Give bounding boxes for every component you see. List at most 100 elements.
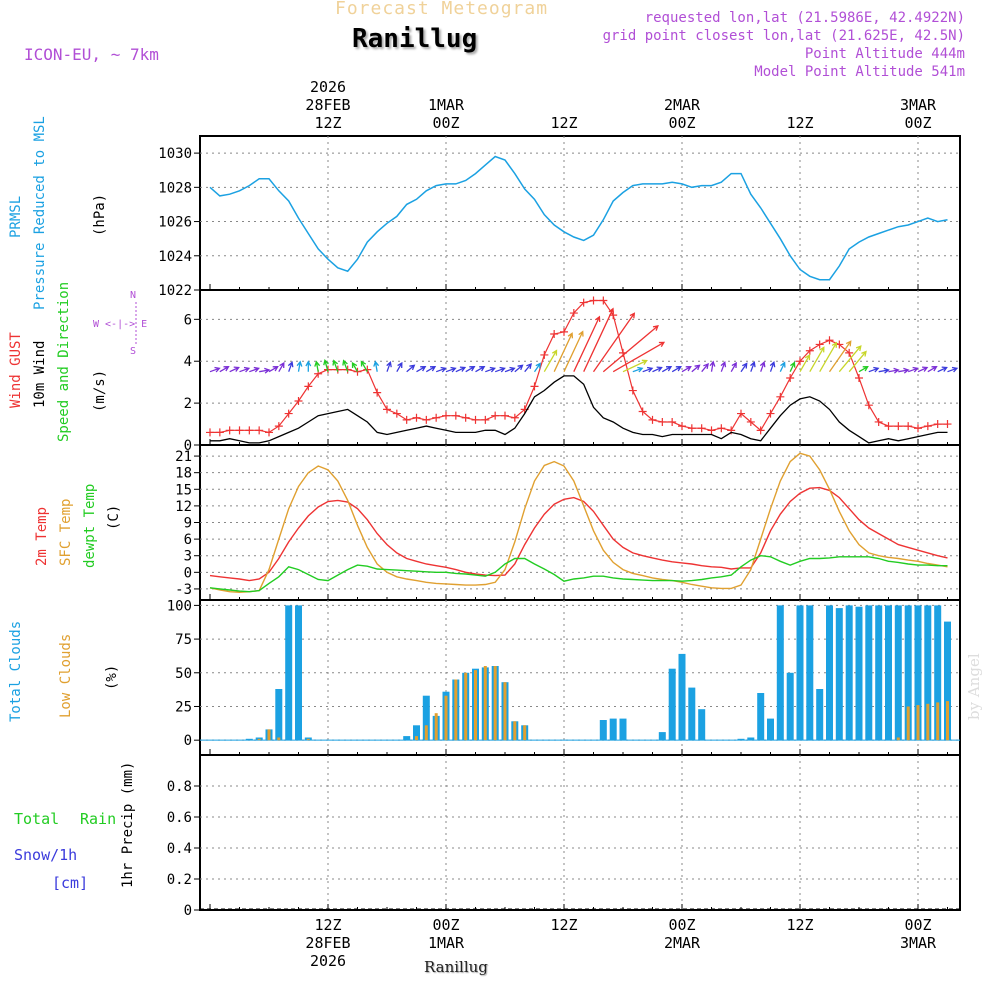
y-tick-label: 0: [184, 733, 192, 749]
y-tick-label: 12: [175, 499, 192, 515]
y-tick-label: 0: [184, 438, 192, 454]
total-clouds-bar: [678, 653, 686, 741]
total-clouds-bar: [413, 725, 420, 741]
low-clouds-bar: [474, 670, 477, 741]
total-clouds-bar: [914, 605, 922, 741]
time-label-bottom: 00Z: [668, 916, 695, 934]
wind-gust-point: [569, 309, 578, 318]
time-label-top: 1MAR: [428, 96, 465, 114]
total-clouds-bar: [885, 605, 892, 741]
location-title: Ranillug: [352, 24, 478, 54]
time-label-top: 12Z: [786, 114, 813, 132]
wind-gust-point: [343, 365, 352, 374]
wind-gust-point: [402, 415, 411, 424]
wind-gust-point: [471, 415, 480, 424]
rain-total-label: Total: [14, 810, 60, 828]
wind-gust-point: [274, 422, 283, 431]
y-tick-label: 0.6: [167, 810, 192, 826]
total-clouds-bar: [875, 605, 883, 741]
total-clouds-bar: [865, 605, 873, 741]
total-clouds-bar: [904, 605, 912, 741]
wind-direction-arrow: [342, 359, 349, 372]
total-clouds-bar: [609, 718, 617, 741]
wind-gust-point: [235, 426, 244, 435]
wind-gust-point: [491, 411, 500, 420]
total-clouds-bar: [737, 738, 745, 741]
total-clouds-bar: [285, 605, 293, 741]
wind-gust-point: [904, 422, 913, 431]
y-tick-label: 1026: [158, 215, 192, 231]
compass-north-label: N: [130, 290, 137, 301]
wind-direction-arrow: [514, 364, 524, 373]
wind-gust-point: [668, 417, 677, 426]
time-label-bottom: 2MAR: [664, 934, 701, 952]
y-tick-label: 0: [184, 903, 192, 919]
wind-gust-point: [746, 417, 755, 426]
wind-gust-point: [874, 417, 883, 426]
wind-direction-arrow: [219, 366, 230, 373]
wind-gust-point: [855, 373, 863, 382]
low-clouds-bar: [434, 713, 438, 741]
low-clouds-bar: [483, 666, 487, 741]
time-label-bottom: 00Z: [432, 916, 459, 934]
low-clouds-bar: [916, 705, 920, 741]
y-tick-label: 25: [175, 699, 192, 715]
time-label-bottom: 12Z: [550, 916, 577, 934]
y-tick-label: 2: [184, 396, 192, 412]
y-tick-label: 0: [184, 565, 192, 581]
total-clouds-bar: [403, 736, 411, 741]
wind-direction-arrow: [406, 364, 416, 373]
wind-direction-arrow: [425, 366, 437, 373]
wind-gust-point: [579, 298, 588, 307]
wind-direction-arrow: [563, 330, 584, 372]
wind-gust-point: [481, 415, 490, 424]
wind-gust-point: [333, 365, 342, 374]
wind-gust-point: [933, 420, 942, 429]
wind-direction-arrow: [332, 359, 339, 372]
wind-direction-arrow: [485, 366, 496, 373]
pressure-series-line: [209, 155, 948, 281]
wind-gust-point: [206, 428, 214, 437]
y-tick-label: 50: [175, 666, 192, 682]
wind-direction-arrow: [828, 340, 852, 373]
wind-direction-arrow: [475, 366, 486, 373]
wind-gust-point: [530, 382, 539, 391]
low-clouds-bar: [523, 725, 527, 741]
total-clouds-bar: [767, 718, 774, 741]
wind-direction-arrow: [848, 350, 867, 373]
y-tick-label: 0.4: [167, 841, 192, 857]
wind-gust-point: [658, 417, 667, 426]
time-label-bottom: 12Z: [314, 916, 341, 934]
wind-direction-arrow: [632, 366, 644, 373]
wind-gust-point: [737, 409, 745, 418]
y-tick-label: -3: [175, 582, 192, 598]
wind-gust-point: [825, 336, 834, 345]
wind-gust-point: [776, 392, 785, 401]
wind-gust-point: [884, 422, 893, 431]
wind-gust-point: [943, 420, 952, 429]
y-tick-label: 3: [184, 549, 192, 565]
wind-gust-point: [442, 411, 450, 420]
total-clouds-bar: [757, 693, 765, 741]
wind-direction-arrow: [709, 360, 716, 372]
wind-gust-point: [796, 357, 804, 366]
wind-gust-point: [432, 413, 441, 422]
wind-direction-arrow: [789, 361, 796, 372]
wind-direction-arrow: [249, 366, 260, 373]
low-clouds-bar: [306, 738, 310, 741]
wind-gust-point: [412, 413, 421, 422]
y-tick-label: 1024: [158, 249, 192, 265]
dewpt-series-line: [209, 554, 948, 593]
time-label-top: 28FEB: [305, 96, 350, 114]
wind-gust-point: [756, 426, 765, 435]
wind-direction-arrow: [583, 307, 614, 372]
y-tick-label: 21: [175, 449, 192, 465]
wind-direction-arrow: [691, 364, 701, 373]
time-label-top: 2026: [310, 78, 346, 96]
wind-direction-arrow: [868, 366, 880, 373]
wind-direction-arrow: [898, 367, 910, 374]
low-clouds-bar: [926, 703, 930, 741]
time-label-top: 3MAR: [900, 96, 937, 114]
wind-direction-arrow: [612, 341, 666, 373]
wind-gust-point: [215, 428, 224, 437]
